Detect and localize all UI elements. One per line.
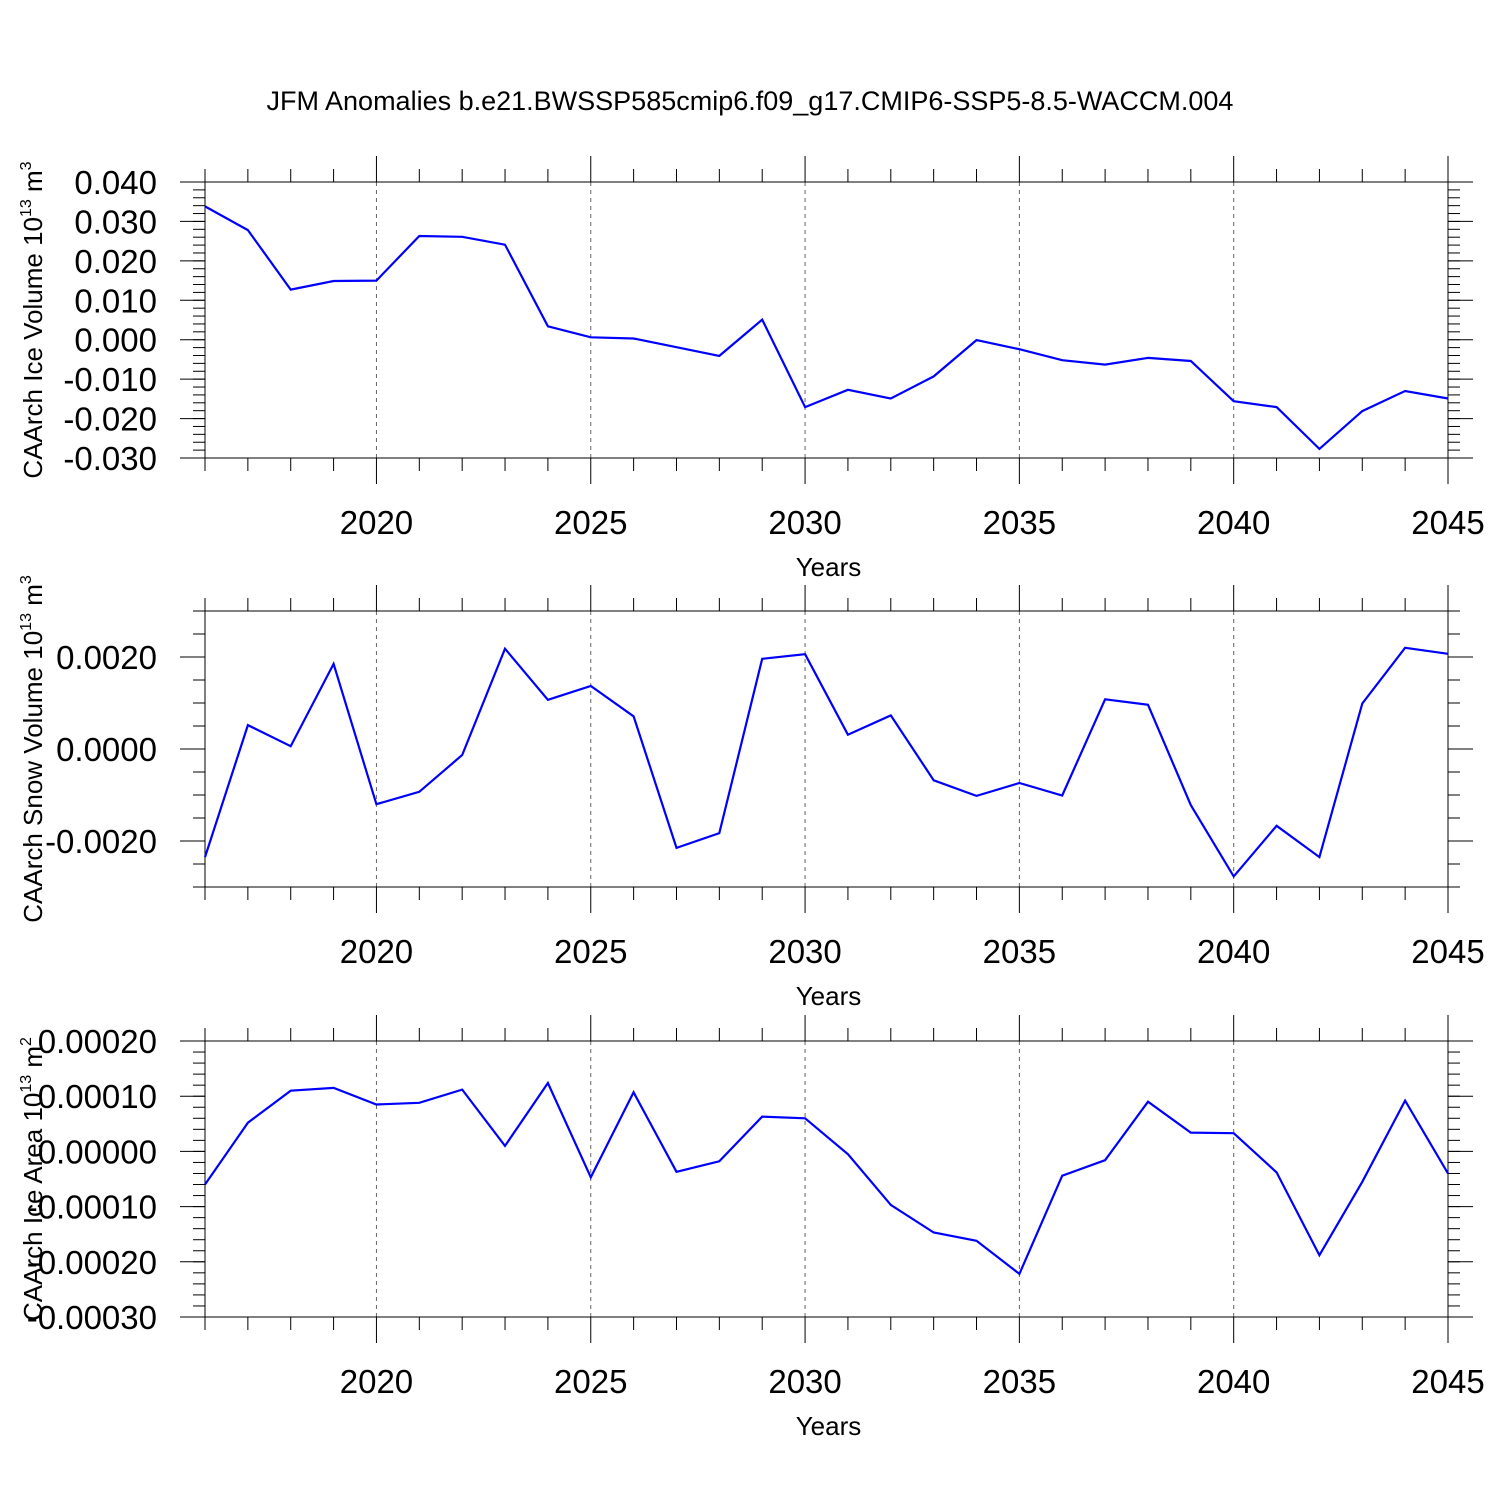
x-tick-label: 2040 <box>1197 933 1270 970</box>
x-tick-label: 2020 <box>340 933 413 970</box>
panels: 0.0400.0300.0200.0100.000-0.010-0.020-0.… <box>18 156 1485 1441</box>
series-line <box>204 205 1449 451</box>
y-axis-title: CAArch Ice Area 1013 m2 <box>18 1037 48 1321</box>
x-tick-label: 2025 <box>554 1363 627 1400</box>
y-tick-label: 0.020 <box>74 243 157 280</box>
x-tick-label: 2035 <box>983 504 1056 541</box>
x-tick-label: 2045 <box>1411 1363 1484 1400</box>
x-tick-label: 2035 <box>983 1363 1056 1400</box>
y-tick-label: -0.00010 <box>27 1189 157 1226</box>
panel-snow-volume: 0.0020 0.0000 -0.0020 2020 2025 2030 2035 2040 2… <box>18 575 1485 1011</box>
plot-frame <box>204 610 1449 888</box>
y-tick-label: 0.000 <box>74 322 157 359</box>
y-tick-label: -0.030 <box>63 440 157 477</box>
x-axis-title: Years <box>796 981 862 1011</box>
y-tick-label: -0.0020 <box>45 823 157 860</box>
figure-title: JFM Anomalies b.e21.BWSSP585cmip6.f09_g1… <box>267 86 1234 116</box>
plot-frame <box>204 181 1449 459</box>
series-line <box>204 1080 1449 1276</box>
y-tick-label: 0.00000 <box>38 1133 157 1170</box>
x-tick-label: 2020 <box>340 1363 413 1400</box>
y-tick-label: 0.030 <box>74 203 157 240</box>
y-axis-title: CAArch Ice Volume 1013 m3 <box>18 161 48 478</box>
x-tick-label: 2030 <box>768 504 841 541</box>
y-tick-label: -0.020 <box>63 401 157 438</box>
panel-ice-area: 0.00020 0.00010 0.00000 -0.00010 -0.00020 -0.… <box>18 1015 1485 1441</box>
series-line <box>203 646 1449 879</box>
x-tick-label: 2045 <box>1411 933 1484 970</box>
y-axis-title: CAArch Snow Volume 1013 m3 <box>18 575 48 923</box>
x-tick-label: 2020 <box>340 504 413 541</box>
x-tick-label: 2035 <box>983 933 1056 970</box>
y-tick-label: -0.010 <box>63 361 157 398</box>
x-tick-label: 2045 <box>1411 504 1484 541</box>
y-tick-label: 0.00010 <box>38 1078 157 1115</box>
y-tick-label: 0.0000 <box>56 731 157 768</box>
y-tick-label: 0.0020 <box>56 639 157 676</box>
y-tick-label: -0.00030 <box>27 1299 157 1336</box>
y-tick-label: 0.00020 <box>38 1023 157 1060</box>
x-axis-title: Years <box>796 1411 862 1441</box>
x-tick-label: 2025 <box>554 504 627 541</box>
plot-frame <box>204 1040 1449 1318</box>
x-tick-label: 2030 <box>768 933 841 970</box>
panel-ice-volume: 0.0400.0300.0200.0100.000-0.010-0.020-0.… <box>18 156 1485 582</box>
y-tick-label: -0.00020 <box>27 1244 157 1281</box>
x-axis-title: Years <box>796 552 862 582</box>
x-tick-label: 2025 <box>554 933 627 970</box>
x-tick-label: 2040 <box>1197 1363 1270 1400</box>
x-tick-label: 2040 <box>1197 504 1270 541</box>
x-tick-label: 2030 <box>768 1363 841 1400</box>
y-tick-label: 0.040 <box>74 164 157 201</box>
y-tick-label: 0.010 <box>74 282 157 319</box>
